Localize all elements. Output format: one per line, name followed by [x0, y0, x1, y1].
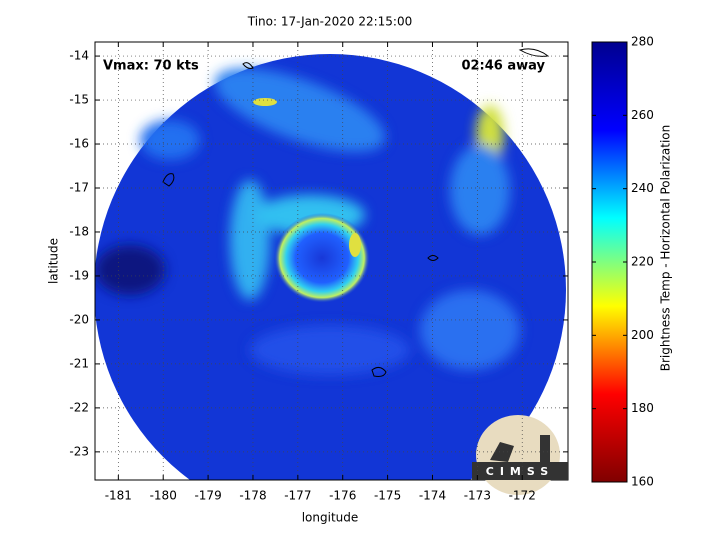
x-tick-label: -174 — [419, 489, 446, 503]
colorbar-tick-label: 200 — [631, 328, 654, 342]
x-tick-label: -173 — [464, 489, 491, 503]
y-tick-label: -16 — [69, 137, 89, 151]
y-tick-label: -21 — [69, 356, 89, 370]
colorbar-tick-label: 260 — [631, 108, 654, 122]
logo-text: CIMSS — [486, 465, 554, 478]
colorbar-tick-label: 220 — [631, 255, 654, 269]
x-tick-label: -176 — [329, 489, 356, 503]
x-tick-label: -178 — [239, 489, 266, 503]
y-tick-label: -19 — [69, 268, 89, 282]
x-tick-label: -179 — [194, 489, 221, 503]
x-tick-label: -172 — [509, 489, 536, 503]
x-axis-label: longitude — [302, 511, 359, 525]
y-tick-label: -23 — [69, 444, 89, 458]
annotation: 02:46 away — [461, 59, 545, 74]
swath-image — [95, 54, 566, 480]
y-tick-label: -15 — [69, 93, 89, 107]
colorbar-tick-label: 180 — [631, 401, 654, 415]
x-tick-label: -180 — [150, 489, 177, 503]
y-axis-label: latitude — [47, 238, 61, 284]
colorbar-tick-label: 240 — [631, 181, 654, 195]
colorbar-tick-label: 160 — [631, 475, 654, 489]
y-tick-label: -22 — [69, 400, 89, 414]
x-tick-label: -181 — [105, 489, 132, 503]
colorbar-label: Brightness Temp - Horizontal Polarizatio… — [659, 125, 673, 372]
colorbar — [591, 41, 628, 483]
y-tick-label: -14 — [69, 49, 89, 63]
y-tick-label: -20 — [69, 312, 89, 326]
x-tick-label: -177 — [284, 489, 311, 503]
x-tick-label: -175 — [374, 489, 401, 503]
annotation: Vmax: 70 kts — [103, 59, 199, 74]
plot-frame — [94, 41, 569, 481]
y-tick-label: -18 — [69, 224, 89, 238]
chart-title: Tino: 17-Jan-2020 22:15:00 — [247, 15, 412, 29]
logo: CIMSS — [472, 415, 568, 495]
colorbar-tick-label: 280 — [631, 35, 654, 49]
y-tick-label: -17 — [69, 181, 89, 195]
